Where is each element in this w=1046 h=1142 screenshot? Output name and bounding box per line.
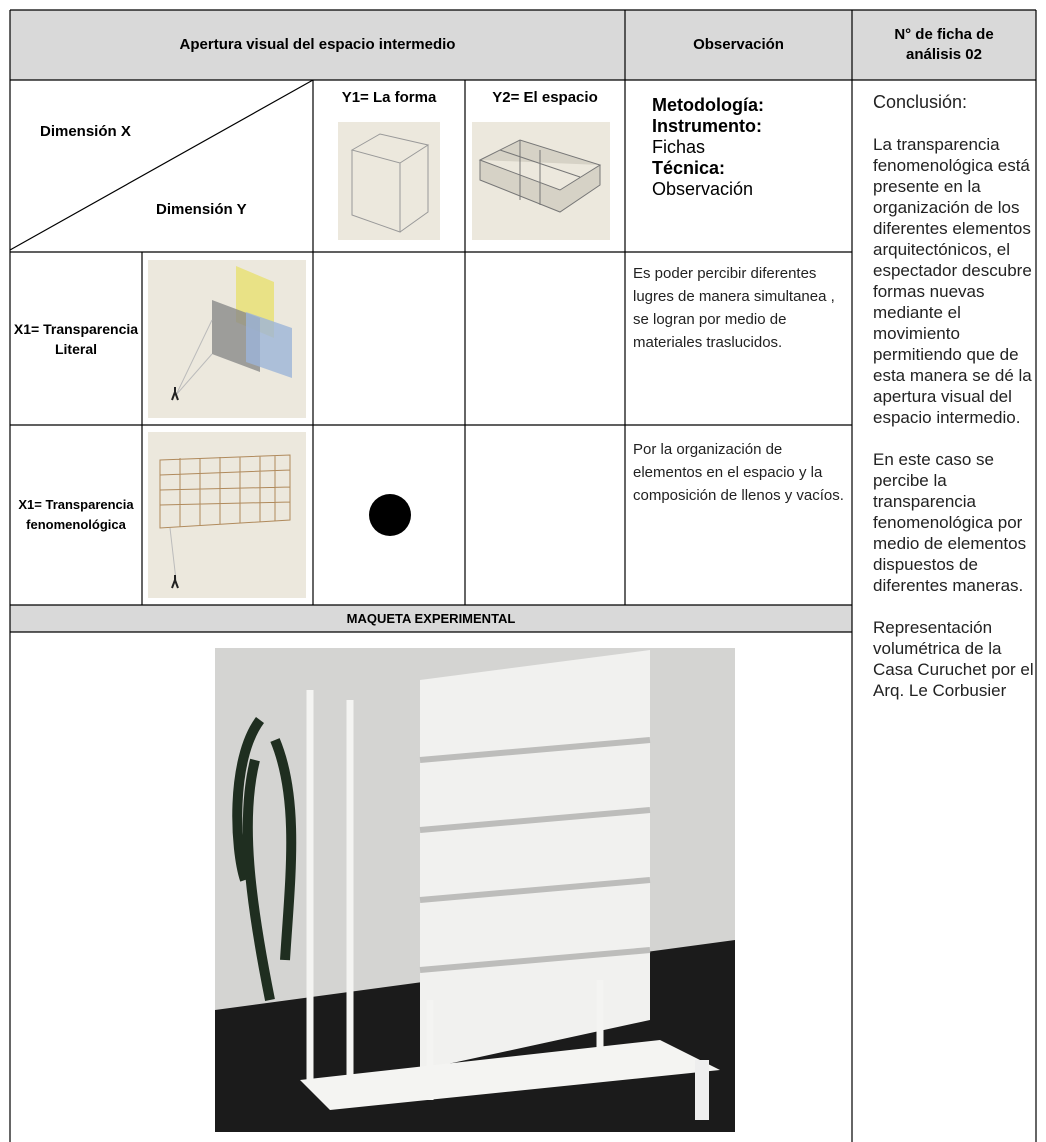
row-observation: Es poder percibir diferentes lugres de m… xyxy=(633,265,835,351)
dimension-y: Dimensión Y xyxy=(156,201,247,218)
header-fill xyxy=(10,10,1036,80)
phenomenal-image xyxy=(148,432,306,598)
model-title-fill xyxy=(10,605,852,632)
conclusion-title: Conclusión: xyxy=(873,92,968,112)
conclusion-paragraph: En este caso se percibe la transparencia… xyxy=(873,450,1027,595)
row-label: X1= Transparencia fenomenológica xyxy=(18,497,134,532)
model-title: MAQUETA EXPERIMENTAL xyxy=(346,610,516,626)
row-observation: Por la organización de elementos en el e… xyxy=(633,441,844,504)
header-title: Apertura visual del espacio intermedio xyxy=(179,36,456,53)
technique-label: Técnica: xyxy=(652,158,726,178)
y1-label: Y1= La forma xyxy=(341,89,437,106)
y2-label: Y2= El espacio xyxy=(492,89,598,106)
cube-sketch xyxy=(350,133,430,233)
technique: Observación xyxy=(652,179,754,199)
dimension-x: Dimensión X xyxy=(40,123,131,140)
row-label: X1= Transparencia Literal xyxy=(13,320,139,357)
conclusion: Conclusión: La transparencia fenomenológ… xyxy=(873,92,1035,722)
header-observation: Observación xyxy=(693,36,784,53)
marker-dot xyxy=(369,494,411,536)
instrument: Fichas xyxy=(652,137,706,157)
methodology: Metodología: Instrumento: Fichas Técnica… xyxy=(652,95,847,200)
conclusion-paragraph: Representación volumétrica de la Casa Cu… xyxy=(873,618,1034,700)
conclusion-paragraph: La transparencia fenomenológica está pre… xyxy=(873,135,1032,427)
form-image xyxy=(338,122,440,240)
space-sketch xyxy=(478,139,602,213)
header-sheet: N° de ficha de análisis 02 xyxy=(894,26,994,63)
instrument-label: Instrumento: xyxy=(652,116,762,136)
method-label: Metodología: xyxy=(652,95,764,115)
